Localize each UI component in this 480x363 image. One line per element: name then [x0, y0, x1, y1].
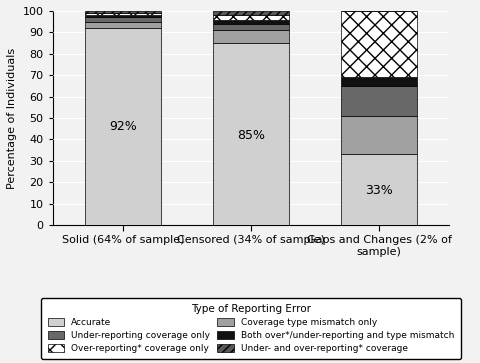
Text: 33%: 33%	[365, 184, 393, 197]
Bar	[341, 154, 418, 225]
Bar	[213, 15, 289, 20]
Legend: Accurate, Under-reporting coverage only, Over-reporting* coverage only, Coverage: Accurate, Under-reporting coverage only,…	[41, 298, 461, 359]
Bar	[213, 24, 289, 30]
Bar	[84, 17, 161, 22]
Y-axis label: Percentage of Individuals: Percentage of Individuals	[7, 48, 17, 188]
Bar	[84, 15, 161, 17]
Bar	[213, 11, 289, 15]
Bar	[341, 116, 418, 154]
Bar	[84, 28, 161, 225]
Bar	[341, 11, 418, 77]
Bar	[341, 86, 418, 116]
Bar	[213, 43, 289, 225]
Bar	[341, 77, 418, 86]
Text: 85%: 85%	[237, 129, 265, 142]
Bar	[84, 13, 161, 15]
Text: 92%: 92%	[109, 120, 137, 133]
Bar	[213, 20, 289, 24]
Bar	[213, 30, 289, 43]
Bar	[84, 11, 161, 13]
Bar	[84, 22, 161, 28]
